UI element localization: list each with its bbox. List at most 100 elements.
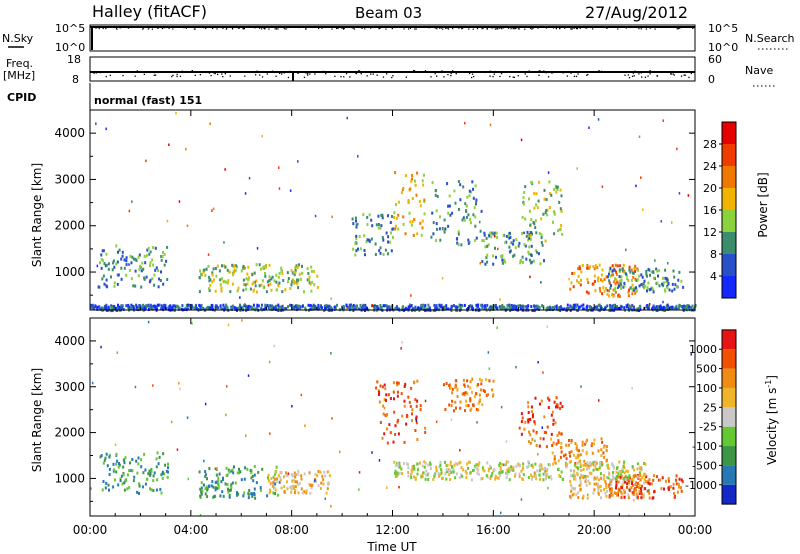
data-cell	[577, 449, 580, 453]
data-cell	[411, 469, 414, 473]
noise-point	[409, 27, 412, 29]
data-cell	[606, 466, 609, 470]
data-cell	[240, 478, 243, 482]
data-cell	[359, 247, 362, 251]
data-cell	[630, 268, 633, 272]
data-cell	[567, 443, 570, 447]
data-cell	[482, 468, 485, 472]
data-cell	[140, 458, 143, 462]
data-cell	[199, 494, 202, 498]
data-cell	[164, 303, 167, 307]
data-cell	[491, 388, 494, 392]
data-cell	[314, 472, 317, 476]
noise-point	[585, 27, 587, 29]
data-cell-sparse	[90, 487, 92, 490]
data-cell	[167, 470, 169, 474]
data-cell	[394, 227, 397, 231]
data-cell-sparse	[587, 493, 589, 497]
data-cell	[132, 304, 135, 308]
data-cell	[290, 487, 293, 491]
data-cell	[600, 437, 603, 441]
data-cell	[464, 391, 467, 395]
data-cell	[530, 473, 532, 477]
data-cell	[378, 400, 381, 404]
data-cell	[184, 307, 187, 310]
data-cell	[236, 265, 238, 269]
data-cell	[553, 188, 556, 192]
data-cell	[561, 232, 564, 236]
data-cell	[683, 304, 686, 308]
data-cell	[294, 480, 297, 484]
data-cell	[537, 305, 540, 309]
nave-point	[304, 72, 307, 74]
data-cell-sparse	[537, 453, 539, 456]
data-cell	[120, 257, 123, 261]
data-cell	[617, 306, 620, 310]
data-cell	[542, 212, 545, 216]
nave-point	[109, 74, 111, 76]
nave-point	[526, 75, 528, 78]
data-cell	[593, 463, 596, 467]
colorbar-tick-label: 4	[710, 270, 717, 283]
data-cell	[485, 393, 488, 397]
data-cell	[119, 307, 122, 311]
data-cell	[605, 275, 608, 279]
colorbar-tick-label: 28	[703, 138, 717, 151]
data-cell	[132, 479, 135, 483]
data-cell	[314, 306, 317, 310]
noise-panel-frame	[89, 24, 696, 52]
data-cell	[532, 221, 535, 224]
data-cell	[219, 278, 222, 282]
data-cell-sparse	[91, 381, 94, 385]
data-cell-sparse	[633, 499, 635, 502]
nave-point	[627, 74, 630, 76]
data-cell	[620, 278, 623, 282]
data-cell	[553, 210, 556, 214]
data-cell	[268, 279, 271, 282]
data-cell	[283, 307, 286, 311]
nave-point	[153, 72, 156, 74]
data-cell	[597, 482, 600, 486]
data-cell-sparse	[273, 344, 275, 348]
data-cell	[103, 458, 106, 462]
data-cell	[245, 287, 248, 291]
data-cell	[377, 389, 380, 393]
data-cell	[379, 306, 382, 310]
data-cell	[313, 283, 316, 287]
data-cell	[633, 474, 636, 478]
data-cell	[558, 474, 561, 477]
data-cell	[226, 281, 229, 285]
data-cell	[402, 222, 405, 226]
data-cell	[501, 462, 504, 466]
nave-point	[656, 75, 659, 77]
data-cell	[328, 307, 331, 311]
data-cell	[104, 306, 107, 310]
data-cell	[236, 471, 239, 475]
nave-point	[181, 70, 183, 72]
data-cell	[635, 481, 638, 485]
data-cell	[135, 305, 138, 309]
data-cell	[621, 268, 624, 272]
data-cell	[407, 470, 410, 474]
data-cell	[434, 305, 437, 309]
noise-point	[559, 27, 561, 29]
data-cell	[610, 479, 613, 483]
data-cell	[469, 471, 472, 475]
data-cell	[506, 472, 509, 476]
data-cell	[409, 220, 412, 224]
data-cell	[515, 464, 518, 468]
noise-point	[298, 27, 300, 29]
data-cell	[222, 303, 225, 307]
data-cell	[522, 196, 525, 200]
data-cell	[570, 484, 573, 487]
data-cell	[138, 491, 140, 495]
data-cell	[151, 258, 154, 262]
data-cell	[605, 449, 608, 453]
data-cell	[223, 279, 226, 283]
data-cell	[207, 287, 210, 291]
noise-point	[232, 28, 234, 30]
data-cell	[625, 274, 628, 277]
data-cell	[387, 240, 390, 244]
noise-point	[222, 27, 224, 29]
data-cell	[381, 213, 384, 217]
